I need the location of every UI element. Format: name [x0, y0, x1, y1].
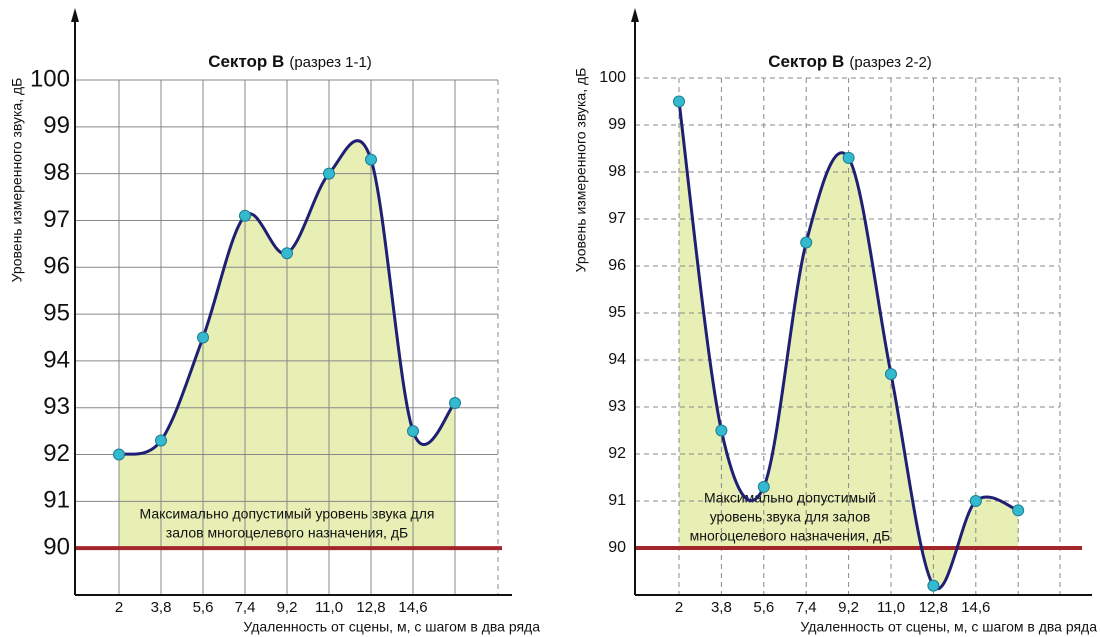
y-tick-label: 97 — [43, 206, 70, 233]
x-tick-label: 12,8 — [356, 599, 385, 616]
x-tick-label: 3,8 — [151, 599, 172, 616]
data-point — [1012, 504, 1025, 517]
data-point — [715, 424, 728, 437]
data-point — [239, 209, 251, 222]
y-tick-label: 98 — [608, 163, 626, 180]
title-main: Сектор В — [768, 52, 844, 71]
y-tick-label: 90 — [43, 534, 70, 561]
title-sub: (разрез 2-2) — [849, 54, 931, 71]
y-tick-label: 92 — [608, 445, 626, 462]
x-tick-label: 12,8 — [919, 599, 948, 616]
y-tick-label: 90 — [608, 539, 626, 556]
x-tick-label: 9,2 — [277, 599, 298, 616]
y-tick-label: 91 — [43, 487, 70, 514]
data-point — [800, 236, 813, 249]
data-point — [197, 331, 209, 344]
x-tick-label: 2 — [675, 599, 683, 616]
data-point — [449, 397, 461, 410]
data-point — [842, 151, 855, 164]
data-point — [323, 167, 335, 180]
chart-title: Сектор В (разрез 2-2) — [768, 52, 932, 71]
y-axis-arrow — [71, 8, 79, 22]
y-axis-arrow — [631, 8, 639, 22]
data-point — [113, 448, 125, 461]
data-point — [673, 95, 685, 108]
y-tick-label: 97 — [608, 210, 626, 227]
data-point — [155, 434, 167, 447]
y-tick-label: 94 — [43, 346, 70, 373]
y-tick-label: 95 — [43, 299, 70, 326]
y-axis-label: Уровень измеренного звука, дБ — [573, 68, 589, 273]
x-tick-label: 5,6 — [193, 599, 214, 616]
x-tick-label: 3,8 — [711, 599, 732, 616]
x-tick-label: 7,4 — [235, 599, 256, 616]
title-sub: (разрез 1-1) — [289, 54, 371, 71]
y-tick-label: 100 — [599, 69, 626, 86]
title-main: Сектор В — [208, 52, 284, 71]
y-tick-label: 93 — [608, 398, 626, 415]
y-tick-label: 92 — [43, 440, 70, 467]
data-point — [281, 247, 293, 260]
x-tick-label: 5,6 — [753, 599, 774, 616]
y-tick-label: 100 — [30, 65, 70, 92]
x-tick-label: 11,0 — [315, 599, 343, 616]
x-tick-label: 14,6 — [961, 599, 990, 616]
chart: 90 91 92 93 94 95 96 97 98 99 100 2 3,8 5,6 7,4 9,2 11,0… — [9, 8, 540, 635]
y-tick-label: 99 — [608, 116, 626, 133]
y-tick-label: 95 — [608, 304, 626, 321]
annotation: Максимально допустимый — [704, 490, 876, 506]
x-tick-label: 9,2 — [838, 599, 859, 616]
y-tick-label: 93 — [43, 393, 70, 420]
data-point — [969, 495, 982, 507]
annotation: многоцелевого назначения, дБ — [690, 528, 891, 544]
data-point — [927, 579, 940, 592]
chart-title: Сектор В (разрез 1-1) — [208, 52, 372, 71]
x-tick-label: 2 — [115, 599, 123, 616]
x-axis-label: Удаленность от сцены, м, с шагом в два р… — [243, 619, 540, 635]
x-tick-label: 11,0 — [877, 599, 905, 616]
annotation: Максимально допустимый уровень звука для — [140, 506, 435, 522]
x-tick-label: 7,4 — [796, 599, 817, 616]
y-tick-label: 91 — [608, 492, 626, 509]
annotation: уровень звука для залов — [710, 509, 871, 525]
data-point — [757, 480, 770, 493]
y-axis-label: Уровень измеренного звука, дБ — [9, 78, 25, 283]
line — [118, 139, 457, 457]
data-point — [885, 368, 897, 381]
x-axis-label: Удаленность от сцены, м, с шагом в два р… — [800, 619, 1097, 635]
data-point — [365, 153, 377, 166]
y-tick-label: 98 — [43, 159, 70, 186]
annotation: залов многоцелевого назначения, дБ — [166, 525, 408, 541]
area-fill — [679, 101, 1019, 589]
y-tick-label: 99 — [43, 112, 70, 139]
y-tick-label: 94 — [608, 351, 626, 368]
chart: 90 91 92 93 94 95 96 97 98 99 100 2 3,8 5,6 7,4 9,2 11,0… — [573, 8, 1097, 635]
data-point — [407, 425, 419, 438]
y-tick-label: 96 — [43, 253, 70, 280]
x-tick-label: 14,6 — [398, 599, 427, 616]
y-tick-label: 96 — [608, 257, 626, 274]
